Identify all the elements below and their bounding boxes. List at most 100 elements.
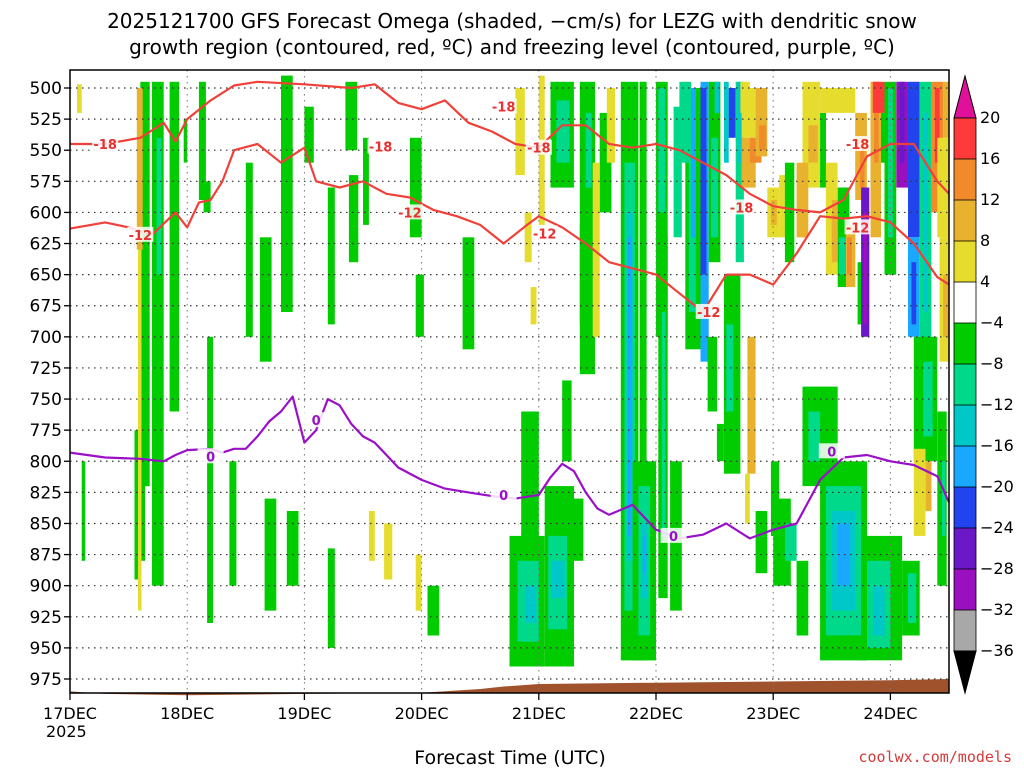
omega-cell	[606, 88, 615, 163]
omega-cell	[908, 573, 917, 623]
y-tick-label: 575	[30, 172, 62, 192]
omega-cell	[770, 200, 777, 225]
omega-cell	[714, 81, 720, 113]
omega-cell	[77, 84, 82, 113]
omega-cell	[923, 361, 933, 437]
omega-cell	[639, 81, 647, 661]
omega-cell	[562, 380, 572, 462]
omega-cell	[415, 554, 422, 611]
contour-label-freezing-bg	[660, 527, 687, 543]
omega-cell	[134, 430, 141, 580]
contour-label-minus18: -18	[527, 142, 551, 157]
omega-cell	[245, 162, 253, 337]
y-tick-label: 500	[30, 79, 62, 99]
omega-cell	[755, 511, 768, 574]
x-tick-label: 24DEC	[863, 704, 917, 723]
chart-title-line1: 2025121700 GFS Forecast Omega (shaded, −…	[107, 9, 917, 33]
y-tick-label: 525	[30, 110, 62, 130]
omega-cell	[427, 585, 440, 636]
omega-cell	[348, 175, 359, 263]
y-tick-label: 975	[30, 670, 62, 690]
omega-cell	[724, 81, 729, 163]
colorbar: 20 16 12 8 4 −4 −8 −12 −16 −20 −24 −28 −32 −36	[953, 74, 1014, 695]
colorbar-label: 16	[980, 149, 1000, 168]
omega-cell	[837, 523, 850, 586]
x-tick-label: 19DEC	[277, 704, 331, 723]
contour-label-minus18: -18	[846, 138, 870, 153]
contour-line-minus12	[69, 142, 950, 314]
colorbar-label: 12	[980, 190, 1000, 209]
omega-cell	[368, 511, 375, 561]
contour-label-minus12: -12	[398, 206, 422, 221]
terrain-surface	[70, 679, 949, 696]
contour-label-minus18-bg	[490, 98, 517, 114]
omega-cell	[409, 137, 422, 238]
omega-cell	[691, 88, 696, 238]
omega-cell	[304, 106, 314, 163]
contour-label-minus18-bg	[525, 139, 552, 155]
omega-cell	[820, 88, 856, 113]
omega-cell	[592, 162, 600, 337]
contour-label-freezing-bg	[197, 448, 224, 464]
y-tick-label: 750	[30, 390, 62, 410]
omega-cell	[838, 237, 846, 275]
omega-cell	[599, 112, 612, 213]
y-tick-label: 550	[30, 141, 62, 161]
contour-label-freezing: 0	[669, 530, 678, 545]
colorbar-swatch	[953, 404, 977, 447]
omega-cell	[888, 88, 893, 238]
omega-cell	[281, 75, 293, 312]
omega-cell	[138, 249, 142, 611]
contour-label-freezing-bg	[818, 443, 845, 459]
omega-cell	[363, 137, 369, 225]
omega-cell	[716, 423, 724, 462]
omega-cell	[796, 560, 809, 636]
contour-label-minus12: -12	[129, 229, 153, 244]
omega-cell	[530, 287, 537, 325]
omega-cell	[934, 88, 940, 163]
y-tick-label: 800	[30, 452, 62, 472]
contour-label-minus12-bg	[396, 204, 423, 220]
omega-cell	[679, 81, 692, 163]
omega-cell	[700, 88, 707, 275]
y-tick-label: 700	[30, 328, 62, 348]
colorbar-swatch	[953, 527, 977, 570]
omega-cell	[136, 88, 143, 250]
omega-cell	[796, 162, 809, 238]
omega-cell	[462, 237, 475, 350]
omega-cell	[738, 81, 743, 163]
colorbar-swatch	[953, 322, 977, 365]
omega-cell	[203, 181, 211, 213]
omega-cell	[908, 81, 920, 238]
contour-lines: -18 -18 -18 -18 -18 -18 -12 -12 -12 -12 -12 0 0 0 0 0	[69, 80, 951, 545]
credit-text: coolwx.com/models	[858, 748, 1012, 766]
omega-cell	[198, 81, 206, 200]
colorbar-swatch	[953, 609, 977, 652]
omega-cell	[658, 88, 666, 213]
omega-cell	[286, 511, 299, 586]
colorbar-label: 4	[980, 272, 990, 291]
omega-cell	[524, 212, 532, 263]
contour-label-minus18-bg	[728, 199, 755, 215]
colorbar-label: −12	[980, 395, 1014, 414]
contour-label-freezing-bg	[303, 412, 330, 428]
y-tick-label: 725	[30, 359, 62, 379]
omega-cell	[169, 81, 179, 412]
omega-cell	[942, 461, 946, 536]
colorbar-swatch	[953, 486, 977, 529]
omega-cell	[820, 112, 826, 188]
contour-label-freezing: 0	[312, 414, 321, 429]
omega-cell	[415, 274, 424, 337]
contour-label-freezing: 0	[206, 450, 215, 465]
contour-label-minus12-bg	[127, 226, 154, 242]
omega-cell	[140, 125, 145, 561]
omega-cell	[574, 498, 584, 561]
colorbar-label: −24	[980, 518, 1014, 537]
omega-cell	[711, 137, 719, 238]
contour-label-minus12-bg	[695, 303, 722, 319]
x-tick-label: 23DEC	[746, 704, 800, 723]
omega-cell	[755, 88, 768, 157]
colorbar-swatch	[953, 363, 977, 406]
omega-cell	[872, 81, 885, 113]
y-tick-label: 600	[30, 203, 62, 223]
